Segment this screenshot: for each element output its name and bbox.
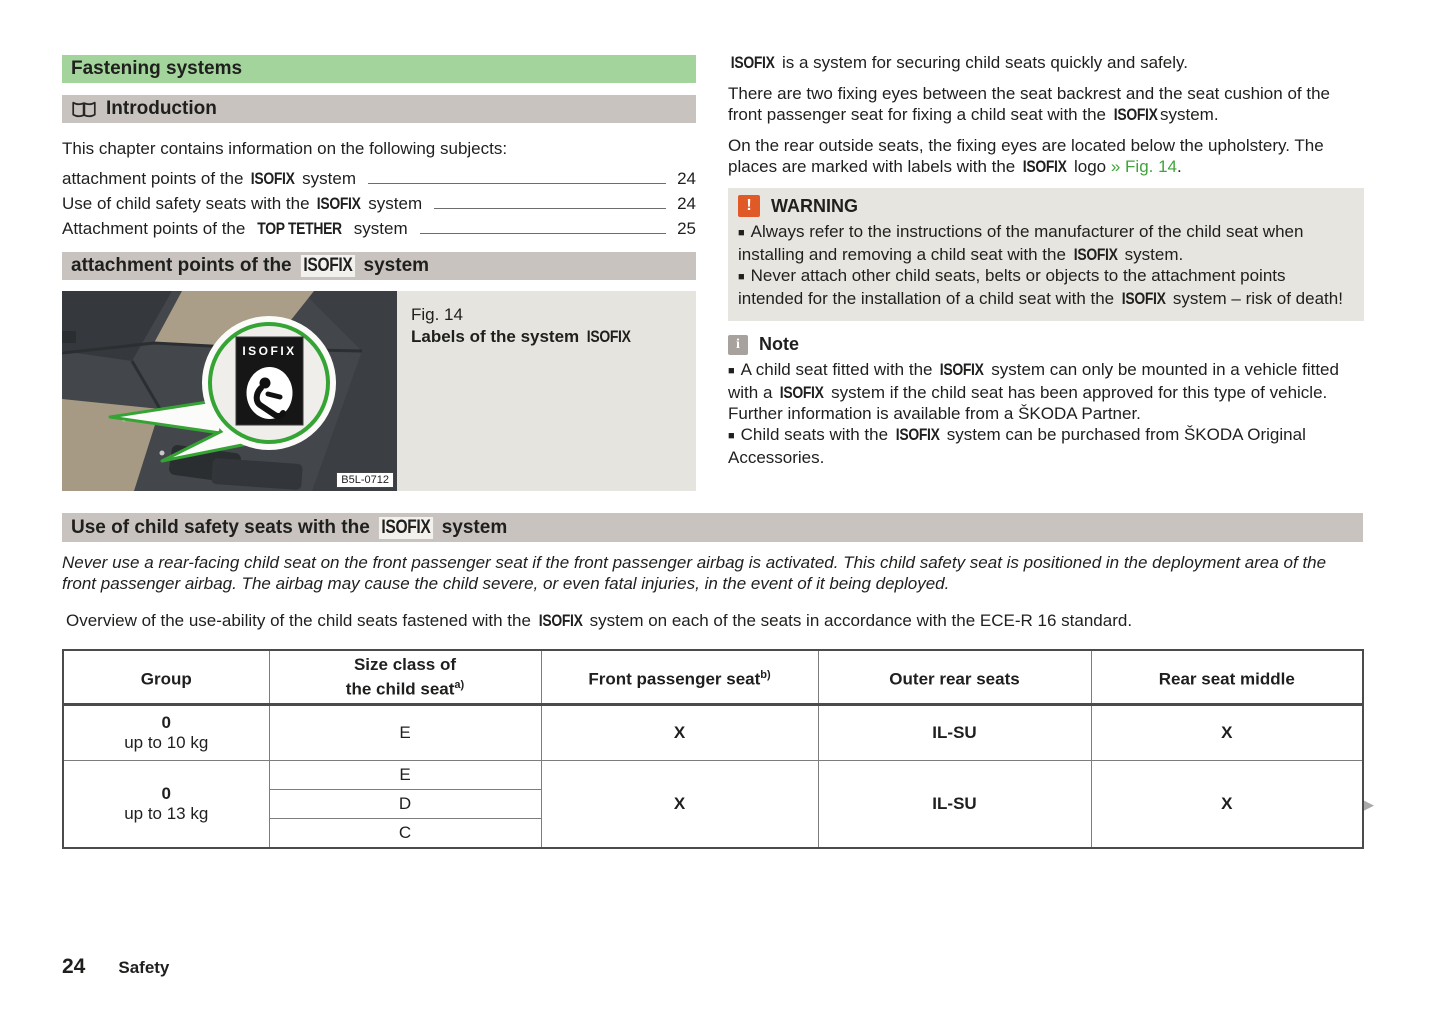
bullet-square-icon: ■: [738, 227, 745, 239]
cell-outer-rear: IL-SU: [817, 760, 1092, 849]
note-header: i Note: [728, 334, 1364, 355]
cell-rear-middle: X: [1090, 760, 1364, 849]
toc-item-attachment-points[interactable]: attachment points of the ISOFIX system 2…: [62, 170, 696, 187]
note-title: Note: [759, 334, 799, 354]
toc-page-number: 24: [677, 169, 696, 188]
cell-size-class: E: [268, 760, 542, 790]
book-icon: [71, 100, 97, 119]
overview-line: Overview of the use-ability of the child…: [66, 611, 1133, 630]
col-header-rear-middle: Rear seat middle: [1090, 649, 1364, 706]
paragraph-fixing-eyes: There are two fixing eyes between the se…: [728, 84, 1330, 124]
cell-outer-rear: IL-SU: [817, 704, 1092, 761]
figure-code-label: B5L-0712: [336, 472, 394, 488]
warning-item: ■ Always refer to the instructions of the…: [738, 222, 1304, 264]
warning-item: ■ Never attach other child seats, belts o…: [738, 266, 1343, 308]
car-seat-photo-illustration: ISOFIX: [61, 291, 397, 491]
col-header-group: Group: [62, 649, 270, 706]
table-subrow: D: [63, 789, 1363, 819]
airbag-warning-text: Never use a rear-facing child seat on th…: [62, 553, 1327, 593]
paragraph-isofix-intro: ISOFIX is a system for securing child se…: [730, 53, 1188, 72]
bullet-square-icon: ■: [738, 271, 745, 283]
cell-size-class: E: [268, 704, 542, 761]
page-title-bar: Fastening systems: [62, 55, 696, 83]
use-of-child-seats-section: Use of child safety seats with the ISOFI…: [62, 513, 1374, 849]
toc-item-use-of-child-seats[interactable]: Use of child safety seats with the ISOFI…: [62, 195, 696, 212]
section-header-use-of-child-seats: Use of child safety seats with the ISOFI…: [62, 513, 1363, 542]
introduction-header: Introduction: [62, 95, 696, 123]
toc-item-label: Attachment points of the TOP TETHER syst…: [62, 219, 408, 238]
toc-page-number: 25: [677, 219, 696, 238]
figure-number: Fig. 14: [411, 305, 463, 324]
toc-item-top-tether[interactable]: Attachment points of the TOP TETHER syst…: [62, 220, 696, 237]
note-box: i Note ■ A child seat fitted with the ISO…: [728, 334, 1364, 468]
cell-group: 0 up to 10 kg: [62, 704, 270, 761]
isofix-label-text: ISOFIX: [242, 344, 296, 358]
bullet-square-icon: ■: [728, 430, 735, 442]
figure-caption: Fig. 14 Labels of the system ISOFIX: [397, 291, 696, 491]
figure-14: ISOFIX B5L-0712 Fig. 14 Labels of the sy…: [61, 291, 696, 491]
toc-leader-line: [434, 208, 666, 209]
right-column: ISOFIX is a system for securing child se…: [728, 44, 1364, 468]
table-header-row: Group Size class of the child seata) Fro…: [62, 649, 1364, 706]
cell-front-passenger: X: [540, 760, 819, 849]
table-subrow: C: [63, 818, 1363, 849]
col-header-size-class: Size class of the child seata): [268, 649, 542, 706]
bullet-square-icon: ■: [728, 365, 735, 377]
note-item: ■ A child seat fitted with the ISOFIX sys…: [728, 360, 1339, 423]
introduction-title: Introduction: [106, 98, 217, 119]
cell-rear-middle: X: [1090, 704, 1364, 761]
figure-title: Labels of the system ISOFIX: [411, 327, 631, 346]
cell-size-class: D: [268, 789, 542, 819]
col-header-outer-rear: Outer rear seats: [817, 649, 1092, 706]
toc-item-label: attachment points of the ISOFIX system: [62, 169, 357, 188]
warning-title: WARNING: [771, 195, 858, 216]
footer-chapter-name: Safety: [118, 958, 170, 977]
table-row-group0-13kg: 0 up to 13 kg E X IL-SU X: [62, 760, 1364, 849]
warning-box: ! WARNING ■ Always refer to the instructi…: [728, 188, 1364, 321]
figure-photo: ISOFIX B5L-0712: [61, 291, 397, 491]
figure-14-link[interactable]: » Fig. 14: [1110, 157, 1178, 176]
warning-icon: !: [738, 195, 760, 217]
table-row-group0-10kg: 0 up to 10 kg E X IL-SU X: [62, 704, 1364, 761]
table-continues-arrow-icon: ▶: [1364, 797, 1374, 812]
cell-size-class: C: [268, 818, 542, 849]
page-footer: 24 Safety: [62, 955, 169, 979]
note-item: ■ Child seats with the ISOFIX system can …: [728, 425, 1306, 467]
toc-item-label: Use of child safety seats with the ISOFI…: [62, 194, 423, 213]
cell-group: 0 up to 13 kg: [62, 760, 270, 849]
page-title: Fastening systems: [71, 58, 243, 79]
info-icon: i: [728, 334, 748, 355]
col-header-front-passenger: Front passenger seatb): [540, 649, 819, 706]
toc-leader-line: [419, 233, 666, 234]
cell-front-passenger: X: [540, 704, 819, 761]
chapter-contents-line: This chapter contains information on the…: [62, 139, 508, 158]
toc-leader-line: [368, 183, 666, 184]
seat-compatibility-table: Group Size class of the child seata) Fro…: [62, 649, 1364, 849]
footer-page-number: 24: [62, 955, 86, 978]
paragraph-rear-seats: On the rear outside seats, the fixing ey…: [728, 136, 1324, 176]
toc-page-number: 24: [677, 194, 696, 213]
table-of-contents: attachment points of the ISOFIX system 2…: [62, 170, 696, 237]
left-column: Fastening systems Introduction This chap…: [61, 55, 696, 491]
warning-header: ! WARNING: [738, 195, 1354, 217]
section-header-attachment-points: attachment points of the ISOFIX system: [62, 252, 696, 280]
